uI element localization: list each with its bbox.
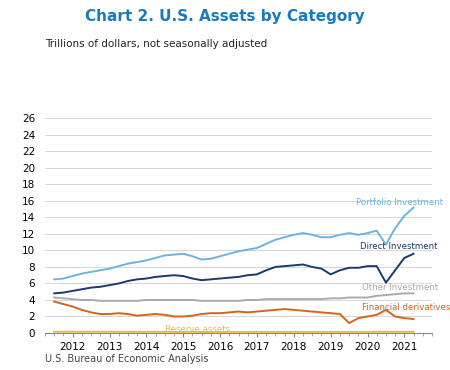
Text: Trillions of dollars, not seasonally adjusted: Trillions of dollars, not seasonally adj… [45, 39, 267, 49]
Text: Financial derivatives: Financial derivatives [362, 303, 450, 312]
Text: U.S. Bureau of Economic Analysis: U.S. Bureau of Economic Analysis [45, 354, 208, 364]
Text: Direct Investment: Direct Investment [360, 242, 438, 251]
Text: Portfolio Investment: Portfolio Investment [356, 198, 444, 207]
Text: Reserve assets: Reserve assets [165, 325, 230, 334]
Text: Other Investment: Other Investment [362, 283, 438, 292]
Text: Chart 2. U.S. Assets by Category: Chart 2. U.S. Assets by Category [85, 9, 365, 24]
